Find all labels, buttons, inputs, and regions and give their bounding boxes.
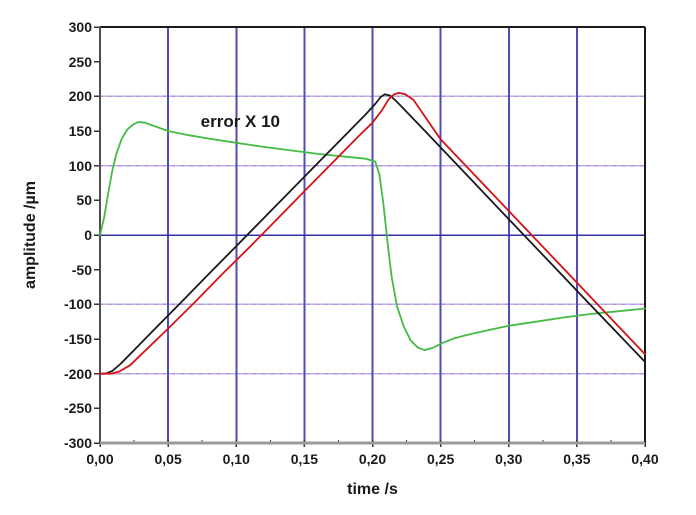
y-tick-label: -300: [63, 435, 92, 451]
y-tick-label: -250: [63, 400, 92, 417]
x-tick-label: 0,40: [631, 451, 659, 467]
error-x10-curve: [99, 121, 646, 352]
x-axis-title: time /s: [347, 481, 398, 498]
measured-position-curve: [99, 92, 646, 375]
x-tick-label: 0,15: [290, 451, 318, 467]
x-tick-label: 0,30: [495, 451, 523, 467]
y-tick-label: 100: [68, 157, 92, 174]
x-tick-label: 0,05: [154, 451, 182, 467]
x-tick-label: 0,25: [427, 451, 455, 467]
y-axis-title: amplitude /µm: [22, 181, 39, 289]
y-tick-label: -150: [63, 331, 92, 347]
y-tick-label: 250: [68, 53, 92, 70]
x-tick-label: 0,35: [563, 451, 591, 467]
y-tick-label: 150: [68, 123, 92, 139]
reference-position-curve: [99, 93, 646, 375]
x-tick-label: 0,10: [222, 451, 250, 467]
y-tick-label: -200: [63, 365, 92, 382]
x-tick-label: 0,20: [358, 451, 387, 467]
error-annotation: error X 10: [200, 111, 281, 131]
x-tick-label: 0,00: [86, 451, 114, 467]
y-tick-label: 50: [76, 192, 92, 209]
y-tick-label: -100: [63, 296, 92, 313]
y-tick-label: 200: [68, 88, 92, 105]
y-tick-label: 0: [84, 227, 92, 243]
y-tick-label: -50: [71, 261, 92, 278]
y-tick-label: 300: [68, 19, 92, 35]
